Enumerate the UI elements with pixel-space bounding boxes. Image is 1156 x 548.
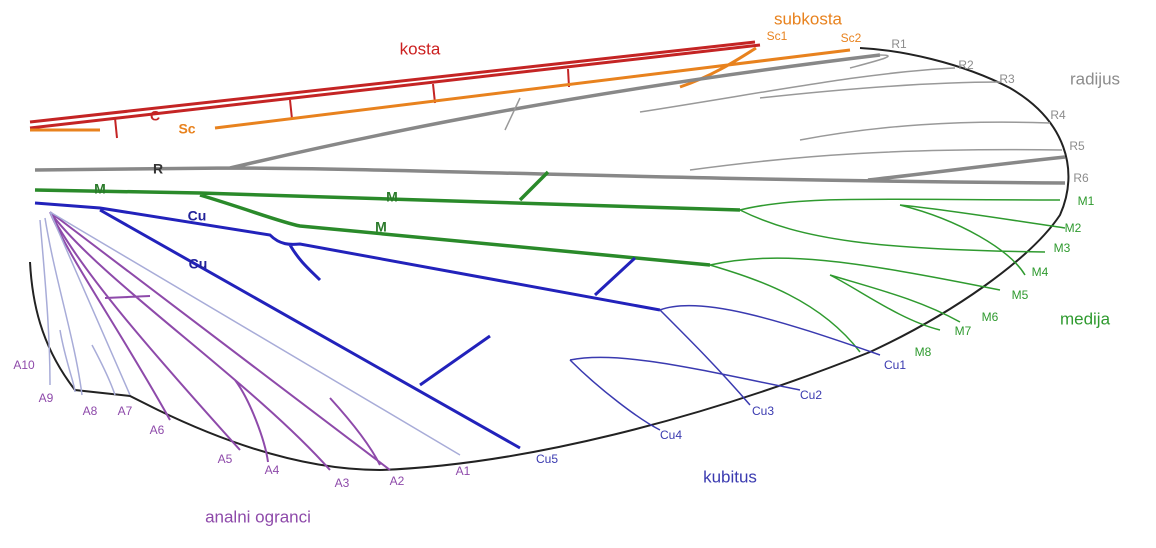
costa — [29, 40, 761, 130]
branch-label: Cu4 — [660, 428, 682, 442]
branch-label: Sc1 — [767, 29, 788, 43]
branch-label: Sc2 — [841, 31, 862, 45]
branch-label: Cu5 — [536, 452, 558, 466]
radius-branches — [504, 54, 1063, 171]
anal-veins — [49, 211, 391, 471]
branch-label: A8 — [83, 404, 98, 418]
group-label: kosta — [400, 39, 441, 58]
media-branches — [709, 198, 1066, 353]
branch-label: Cu2 — [800, 388, 822, 402]
group-label: medija — [1060, 309, 1111, 328]
vein-label: Cu — [189, 256, 208, 272]
branch-label: A1 — [456, 464, 471, 478]
branch-label: R5 — [1069, 139, 1085, 153]
media-main — [34, 170, 741, 267]
branch-label: A6 — [150, 423, 165, 437]
subcosta — [30, 46, 851, 132]
cubitus-main — [34, 201, 661, 450]
vein-label: M — [94, 181, 106, 197]
branch-label: A5 — [218, 452, 233, 466]
wing-veins — [29, 40, 1070, 472]
branch-label: R4 — [1050, 108, 1066, 122]
group-label: radijus — [1070, 69, 1120, 88]
branch-label: A4 — [265, 463, 280, 477]
branch-label: M5 — [1012, 288, 1029, 302]
vein-label: Sc — [178, 121, 195, 137]
vein-label: C — [150, 108, 160, 124]
branch-label: M3 — [1054, 241, 1071, 255]
costa-crossveins — [114, 68, 570, 139]
branch-label: M4 — [1032, 265, 1049, 279]
group-label: kubitus — [703, 467, 757, 486]
branch-label: M2 — [1065, 221, 1082, 235]
branch-label: M8 — [915, 345, 932, 359]
branch-label: R1 — [891, 37, 907, 51]
radius-main — [34, 53, 1066, 185]
group-label: analni ogranci — [205, 507, 311, 526]
cubitus-branches — [569, 304, 881, 431]
branch-label: R2 — [958, 58, 974, 72]
branch-label: A7 — [118, 404, 133, 418]
branch-label: R6 — [1073, 171, 1089, 185]
vein-label: Cu — [188, 208, 207, 224]
branch-label: Cu1 — [884, 358, 906, 372]
branch-label: A3 — [335, 476, 350, 490]
branch-label: M7 — [955, 324, 972, 338]
branch-label: M6 — [982, 310, 999, 324]
branch-label: A2 — [390, 474, 405, 488]
branch-label: Cu3 — [752, 404, 774, 418]
anal-veins-light — [39, 211, 461, 456]
group-label: subkosta — [774, 9, 843, 28]
vein-label: M — [386, 189, 398, 205]
branch-label: A10 — [13, 358, 35, 372]
branch-label: M1 — [1078, 194, 1095, 208]
vein-label: R — [153, 161, 163, 177]
branch-label: A9 — [39, 391, 54, 405]
branch-label: R3 — [999, 72, 1015, 86]
vein-label: M — [375, 219, 387, 235]
